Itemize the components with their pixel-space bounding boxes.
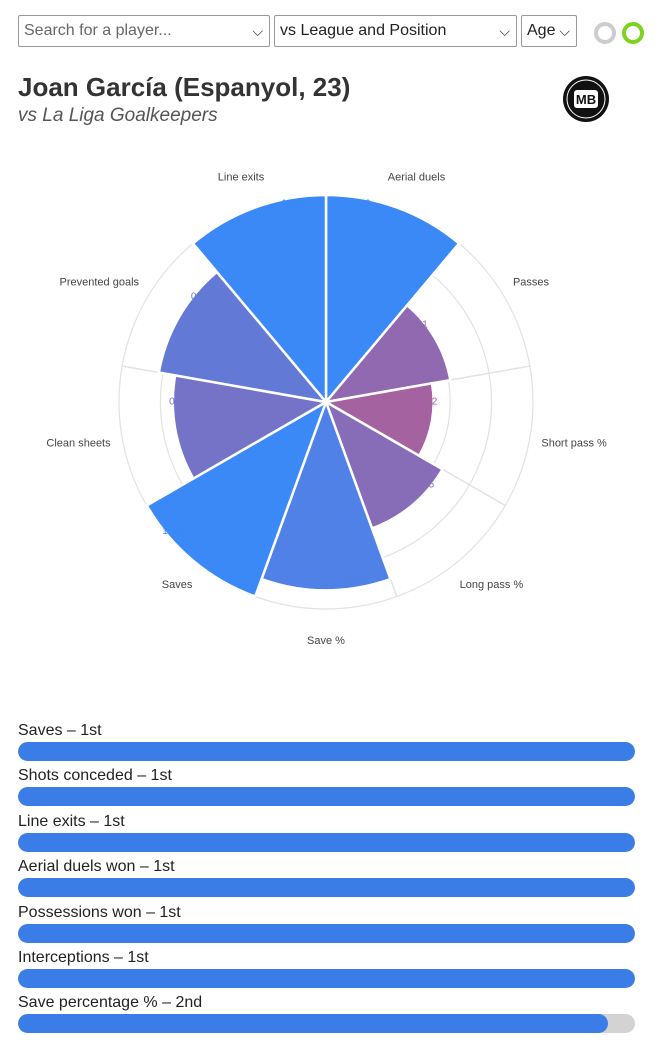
toggle-option-off[interactable] [594, 22, 616, 44]
ranking-bar-track [18, 1014, 635, 1034]
comparison-subtitle: vs La Liga Goalkeepers [18, 105, 218, 126]
value-label: 0.91 [348, 576, 368, 587]
polar-bar [324, 193, 461, 406]
ranking-row: Saves – 1st [18, 720, 635, 765]
polar-bar [323, 399, 445, 531]
ranking-row: Possessions won – 1st [18, 902, 635, 947]
category-label: Passes [513, 276, 550, 288]
ranking-label: Save percentage % – 2nd [18, 994, 203, 1012]
polar-bar [259, 398, 393, 592]
rankings-list: Saves – 1st Shots conceded – 1st Line exit… [18, 720, 635, 1038]
ranking-bar-track [18, 742, 635, 761]
ranking-bar-fill [18, 1014, 608, 1034]
category-label: Short pass % [541, 437, 607, 449]
category-label: Saves [162, 579, 193, 591]
category-label: Prevented goals [60, 276, 140, 288]
ranking-row: Shots conceded – 1st [18, 765, 635, 810]
ranking-label: Aerial duels won – 1st [18, 858, 175, 876]
category-label: Aerial duels [388, 171, 446, 183]
toggle-option-on[interactable] [622, 22, 644, 44]
category-label: Clean sheets [46, 437, 111, 449]
value-label: 0.65 [415, 479, 435, 490]
ranking-bar-fill [18, 968, 635, 988]
category-label: Long pass % [460, 579, 524, 591]
polar-bar [171, 373, 330, 481]
value-label: 0.61 [408, 319, 428, 330]
ranking-bar-track [18, 923, 635, 943]
ranking-bar-track [18, 878, 635, 898]
polar-bar [322, 303, 452, 404]
value-label: 1.00 [162, 526, 182, 537]
ranking-row: Save percentage % – 2nd [18, 992, 635, 1037]
ranking-row: Aerial duels won – 1st [18, 856, 635, 901]
ranking-label: Saves – 1st [18, 722, 102, 739]
ranking-bar-fill [18, 923, 635, 943]
search-placeholder: Search for a player... [24, 22, 172, 39]
ranking-bar-track [18, 787, 635, 807]
age-value: Age [527, 22, 556, 39]
logo-text: MB [576, 92, 596, 107]
ranking-bar-track [18, 968, 635, 988]
ranking-row: Interceptions – 1st [18, 947, 635, 992]
value-label: 0.82 [191, 291, 211, 302]
value-label: 0.52 [418, 397, 438, 408]
age-select[interactable]: Age ⌵ [521, 15, 577, 47]
ranking-label: Possessions won – 1st [18, 903, 181, 921]
polar-bar [191, 193, 328, 406]
ranking-row: Line exits – 1st [18, 811, 635, 856]
comparison-select[interactable]: vs League and Position ⌵ [274, 15, 517, 47]
chevron-down-icon: ⌵ [559, 23, 570, 39]
value-label: 1.00 [281, 199, 301, 210]
polar-bar [145, 399, 329, 599]
player-search-select[interactable]: Search for a player... ⌵ [18, 15, 270, 47]
ranking-bar-fill [18, 878, 635, 898]
ranking-label: Line exits – 1st [18, 812, 125, 830]
value-label: 0.74 [169, 397, 189, 408]
category-label: Line exits [218, 171, 265, 183]
polar-chart: 1.00 Aerial duels 0.61 Passes 0.52 Short pass… [46, 171, 607, 647]
category-label: Save % [307, 635, 345, 647]
brand-logo: MB [563, 76, 609, 122]
chevron-down-icon: ⌵ [252, 23, 263, 39]
ranking-label: Shots conceded – 1st [18, 767, 172, 785]
ranking-label: Interceptions – 1st [18, 948, 149, 966]
chevron-down-icon: ⌵ [499, 23, 510, 39]
value-label: 1.00 [351, 199, 371, 210]
ranking-bar-track [18, 832, 635, 852]
ranking-bar-fill [18, 742, 635, 761]
player-title: Joan García (Espanyol, 23) [18, 72, 351, 102]
polar-bar [322, 381, 435, 458]
ranking-bar-fill [18, 787, 635, 807]
comparison-value: vs League and Position [280, 22, 447, 39]
ranking-bar-fill [18, 832, 635, 852]
polar-bar [157, 270, 330, 404]
